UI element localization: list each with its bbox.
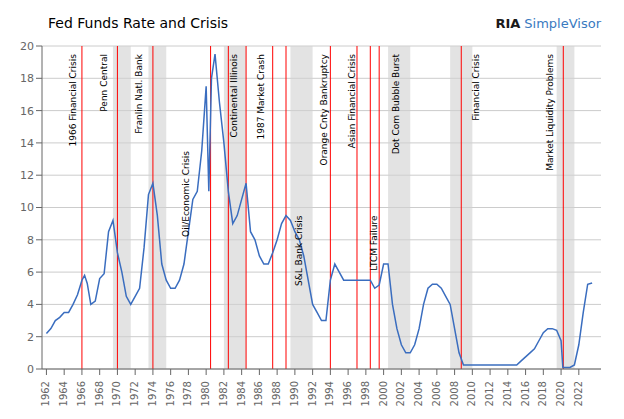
svg-text:Asian Financial Crisis: Asian Financial Crisis <box>347 54 357 148</box>
svg-text:Penn Central: Penn Central <box>99 54 109 112</box>
svg-text:Orange Cnty Bankruptcy: Orange Cnty Bankruptcy <box>319 53 329 165</box>
svg-text:1966 Financial Crisis: 1966 Financial Crisis <box>68 54 78 147</box>
svg-text:6: 6 <box>27 266 34 279</box>
svg-text:Franlin Natl. Bank: Franlin Natl. Bank <box>134 53 144 133</box>
svg-text:10: 10 <box>20 201 34 214</box>
svg-text:1988: 1988 <box>271 381 282 406</box>
svg-text:20: 20 <box>20 40 34 53</box>
svg-text:1994: 1994 <box>324 381 335 406</box>
svg-text:1974: 1974 <box>147 381 158 406</box>
svg-text:0: 0 <box>27 363 34 376</box>
svg-text:1996: 1996 <box>342 381 353 406</box>
svg-text:1968: 1968 <box>94 381 105 406</box>
svg-text:2018: 2018 <box>537 381 548 406</box>
svg-text:1998: 1998 <box>360 381 371 406</box>
svg-text:1986: 1986 <box>253 381 264 406</box>
svg-text:2014: 2014 <box>502 381 513 406</box>
svg-text:1964: 1964 <box>58 381 69 406</box>
svg-text:1966: 1966 <box>76 381 87 406</box>
svg-text:2002: 2002 <box>395 381 406 406</box>
svg-text:12: 12 <box>20 169 34 182</box>
svg-text:Oil/Economic Crisis: Oil/Economic Crisis <box>181 151 191 237</box>
svg-text:2020: 2020 <box>555 381 566 406</box>
svg-text:18: 18 <box>20 72 34 85</box>
svg-text:LTCM Failure: LTCM Failure <box>369 215 379 271</box>
svg-text:1982: 1982 <box>218 381 229 406</box>
svg-text:Market Liquidity Problems: Market Liquidity Problems <box>545 54 555 171</box>
svg-text:1987 Market Crash: 1987 Market Crash <box>256 54 266 139</box>
svg-text:14: 14 <box>20 137 34 150</box>
svg-text:1976: 1976 <box>165 381 176 406</box>
svg-text:2016: 2016 <box>520 381 531 406</box>
svg-text:2000: 2000 <box>378 381 389 406</box>
svg-text:2: 2 <box>27 331 34 344</box>
svg-text:8: 8 <box>27 234 34 247</box>
svg-text:S&L Bank Crisis: S&L Bank Crisis <box>294 215 304 286</box>
svg-text:2006: 2006 <box>431 381 442 406</box>
svg-text:1992: 1992 <box>307 381 318 406</box>
svg-text:Continental Illinois: Continental Illinois <box>229 54 239 138</box>
svg-text:1990: 1990 <box>289 381 300 406</box>
html-text:Fed Funds Rate and Crisis: Fed Funds Rate and Crisis <box>48 15 229 31</box>
svg-text:2008: 2008 <box>449 381 460 406</box>
svg-text:1984: 1984 <box>236 381 247 406</box>
svg-text:1970: 1970 <box>111 381 122 406</box>
svg-text:4: 4 <box>27 298 34 311</box>
html-text:RIA SimpleVisor: RIA SimpleVisor <box>495 15 601 31</box>
svg-text:1980: 1980 <box>200 381 211 406</box>
svg-text:2012: 2012 <box>484 381 495 406</box>
svg-text:Financial Crisis: Financial Crisis <box>471 54 481 121</box>
svg-text:1972: 1972 <box>129 381 140 406</box>
svg-text:16: 16 <box>20 105 34 118</box>
svg-text:1978: 1978 <box>182 381 193 406</box>
svg-text:1962: 1962 <box>40 381 51 406</box>
svg-text:2010: 2010 <box>466 381 477 406</box>
svg-text:Dot Com Bubble Burst: Dot Com Bubble Burst <box>391 54 401 155</box>
svg-text:2022: 2022 <box>573 381 584 406</box>
svg-text:2004: 2004 <box>413 381 424 406</box>
